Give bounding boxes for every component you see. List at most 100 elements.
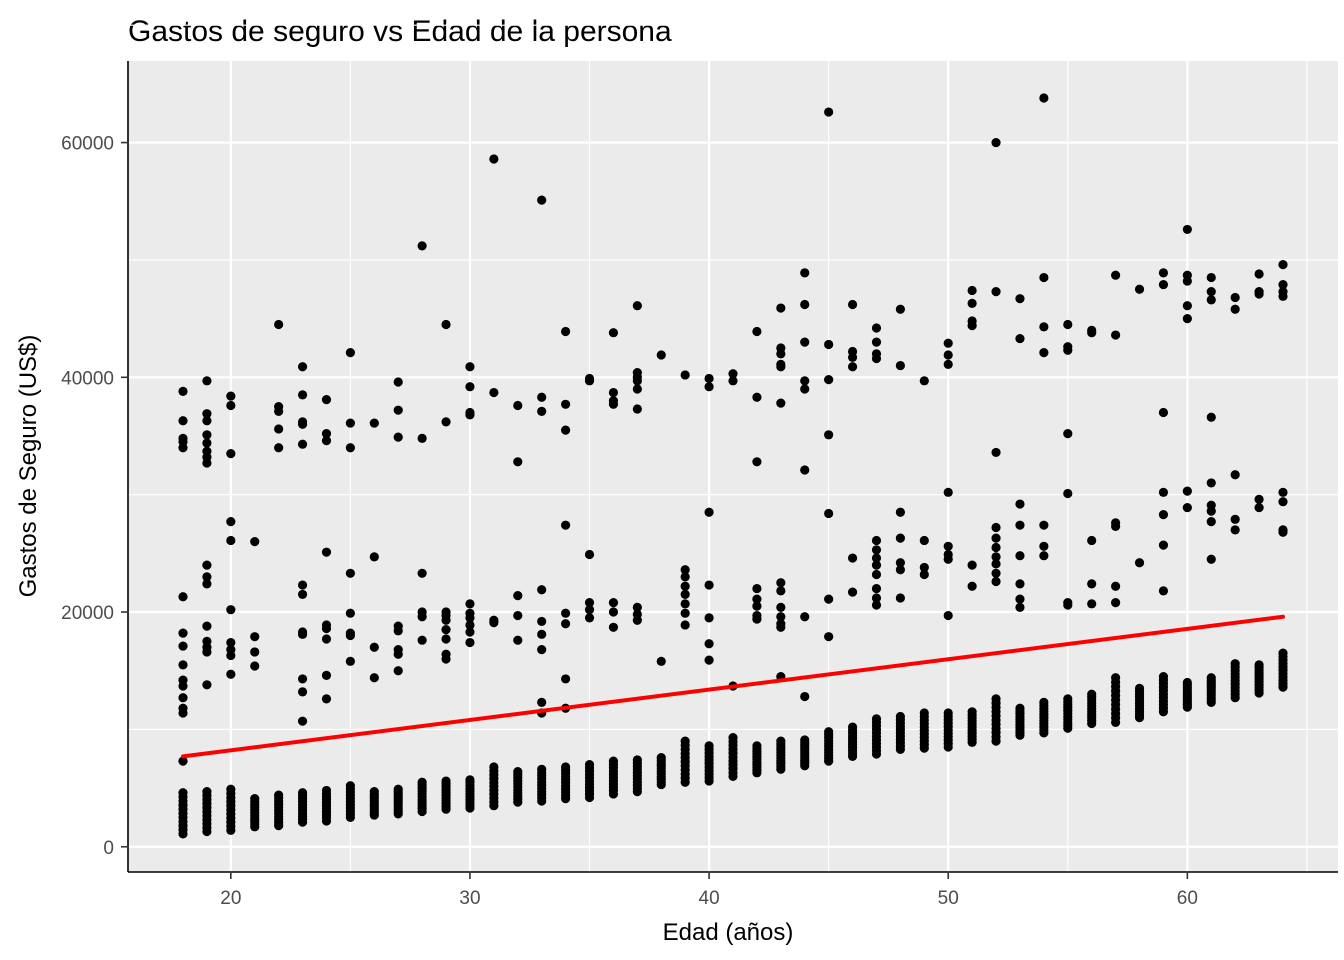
data-point bbox=[656, 752, 666, 763]
data-point bbox=[561, 762, 571, 772]
data-point bbox=[393, 784, 403, 794]
data-point bbox=[561, 425, 571, 435]
data-point bbox=[202, 458, 212, 468]
data-point bbox=[967, 321, 977, 331]
data-point bbox=[704, 639, 714, 649]
data-point bbox=[871, 323, 882, 333]
data-point bbox=[919, 562, 929, 573]
data-point bbox=[1158, 586, 1169, 596]
data-point bbox=[943, 610, 953, 621]
data-point bbox=[824, 632, 834, 642]
data-point bbox=[1278, 279, 1288, 290]
data-point bbox=[584, 760, 595, 770]
data-point bbox=[1039, 272, 1049, 283]
data-point bbox=[1158, 510, 1169, 520]
data-point bbox=[393, 666, 403, 676]
data-point bbox=[465, 637, 475, 648]
data-point bbox=[513, 635, 523, 645]
data-point bbox=[608, 622, 619, 632]
data-point bbox=[871, 353, 882, 364]
data-point bbox=[752, 741, 762, 751]
grid-lines bbox=[128, 24, 1338, 872]
data-point bbox=[178, 788, 188, 798]
data-point bbox=[608, 387, 619, 398]
data-point bbox=[274, 406, 284, 416]
data-point bbox=[274, 790, 284, 800]
data-point bbox=[1158, 279, 1169, 290]
data-point bbox=[537, 392, 547, 402]
data-point bbox=[321, 547, 332, 557]
data-point bbox=[393, 405, 403, 415]
data-point bbox=[632, 301, 642, 311]
data-point bbox=[345, 781, 355, 791]
data-point bbox=[776, 622, 786, 632]
data-point bbox=[824, 430, 834, 440]
data-point bbox=[513, 767, 523, 777]
data-point bbox=[202, 438, 212, 448]
data-point bbox=[1158, 407, 1169, 418]
data-point bbox=[202, 430, 212, 440]
data-point bbox=[345, 608, 355, 618]
data-point bbox=[297, 419, 308, 429]
data-point bbox=[465, 599, 475, 609]
data-point bbox=[178, 386, 188, 396]
data-point bbox=[871, 593, 882, 603]
data-point bbox=[967, 560, 977, 570]
data-point bbox=[871, 535, 882, 546]
data-point bbox=[991, 287, 1001, 297]
data-point bbox=[608, 399, 619, 409]
data-point bbox=[1087, 689, 1097, 699]
data-point bbox=[561, 520, 571, 530]
data-point bbox=[1039, 697, 1049, 708]
chart-title: Gastos de seguro vs Edad de la persona bbox=[128, 15, 672, 48]
data-point bbox=[680, 581, 690, 591]
data-point bbox=[465, 613, 475, 623]
data-point bbox=[919, 535, 929, 546]
data-point bbox=[345, 568, 355, 578]
data-point bbox=[991, 447, 1001, 458]
data-point bbox=[704, 382, 714, 392]
data-point bbox=[250, 537, 260, 547]
data-point bbox=[967, 285, 977, 296]
data-point bbox=[441, 634, 451, 644]
data-point bbox=[776, 398, 786, 408]
data-point bbox=[178, 641, 188, 651]
data-point bbox=[608, 756, 619, 766]
data-point bbox=[1278, 291, 1288, 301]
y-tick-label: 0 bbox=[103, 838, 114, 859]
data-point bbox=[895, 565, 905, 575]
x-tick-label: 30 bbox=[459, 888, 480, 909]
data-point bbox=[680, 620, 690, 630]
data-point bbox=[800, 612, 810, 622]
data-point bbox=[680, 572, 690, 582]
data-point bbox=[1206, 295, 1216, 305]
data-point bbox=[393, 649, 403, 659]
data-point bbox=[704, 373, 714, 384]
data-point bbox=[441, 776, 451, 786]
data-point bbox=[1230, 292, 1240, 303]
data-point bbox=[417, 241, 427, 251]
data-point bbox=[297, 362, 308, 372]
data-point bbox=[895, 360, 905, 371]
data-point bbox=[680, 370, 690, 380]
regression-line bbox=[181, 614, 1285, 759]
data-point bbox=[321, 634, 332, 644]
data-point bbox=[752, 392, 762, 402]
data-point bbox=[1254, 269, 1264, 279]
data-point bbox=[991, 522, 1001, 533]
y-tick-label: 60000 bbox=[61, 134, 114, 155]
data-point bbox=[321, 395, 332, 405]
data-point bbox=[465, 620, 475, 630]
data-point bbox=[1230, 304, 1240, 314]
data-point bbox=[441, 615, 451, 625]
data-point bbox=[297, 687, 308, 697]
data-point bbox=[680, 736, 690, 746]
data-point bbox=[704, 580, 714, 590]
data-point bbox=[178, 708, 188, 718]
data-point bbox=[1182, 276, 1192, 286]
data-point bbox=[847, 352, 858, 362]
data-point bbox=[800, 465, 810, 475]
data-point bbox=[991, 576, 1001, 587]
data-point bbox=[1111, 598, 1121, 608]
x-tick-label: 20 bbox=[220, 888, 241, 909]
